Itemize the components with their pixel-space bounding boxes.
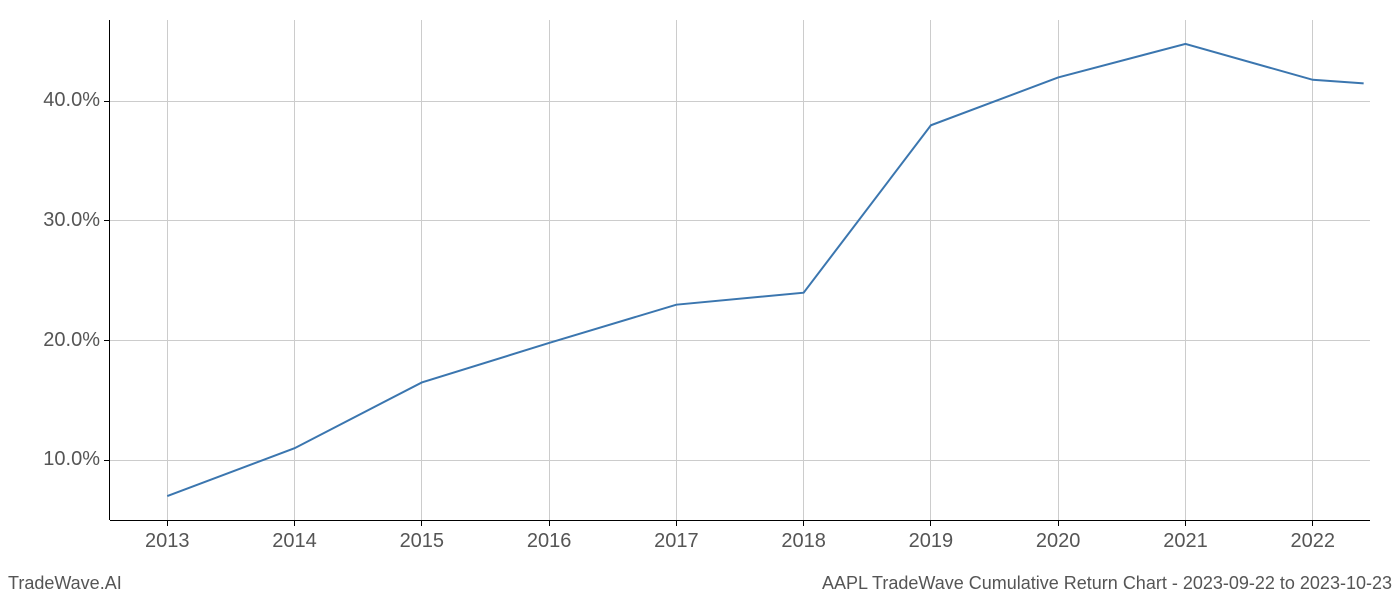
x-tick-label: 2019 [891, 530, 971, 553]
x-tick-label: 2020 [1018, 530, 1098, 553]
x-tick-label: 2014 [255, 530, 335, 553]
chart-container: 10.0% 20.0% 30.0% 40.0% 2013 2014 2015 2016 201… [0, 0, 1400, 600]
x-tick-label: 2017 [636, 530, 716, 553]
x-tick-label: 2022 [1273, 530, 1353, 553]
y-tick-label: 10.0% [43, 448, 100, 471]
footer-left-label: TradeWave.AI [8, 573, 122, 594]
y-tick-label: 30.0% [43, 209, 100, 232]
x-tick-label: 2018 [764, 530, 844, 553]
x-tick-label: 2015 [382, 530, 462, 553]
series-line [167, 44, 1363, 496]
footer-right-label: AAPL TradeWave Cumulative Return Chart -… [822, 573, 1392, 594]
x-tick-label: 2016 [509, 530, 589, 553]
y-tick-label: 40.0% [43, 89, 100, 112]
y-tick-label: 20.0% [43, 329, 100, 352]
x-tick-label: 2013 [127, 530, 207, 553]
chart-line [0, 0, 1400, 600]
x-tick-label: 2021 [1145, 530, 1225, 553]
